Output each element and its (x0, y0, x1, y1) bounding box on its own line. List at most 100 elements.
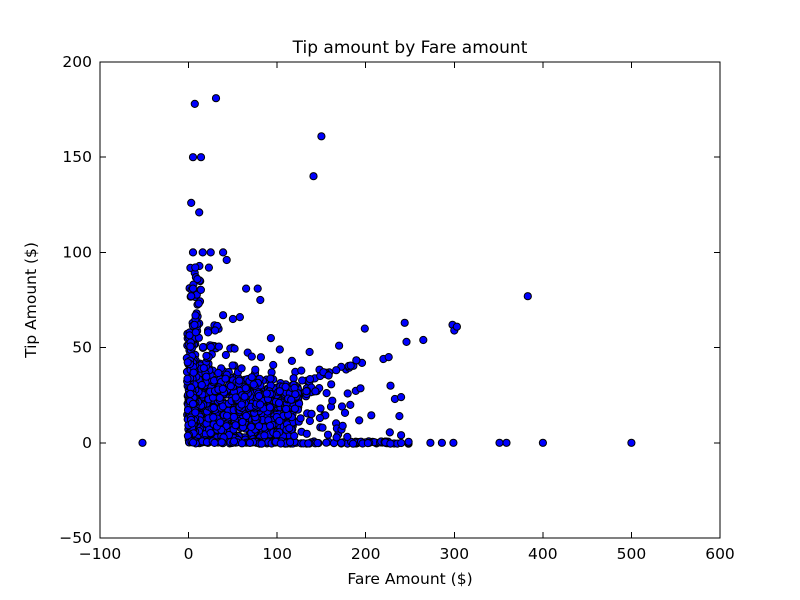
data-point (237, 439, 247, 448)
plot-border (99, 61, 721, 539)
data-point (190, 99, 199, 109)
data-point (275, 387, 284, 396)
data-point (219, 311, 228, 320)
data-point (291, 390, 300, 399)
data-point (495, 438, 504, 447)
data-point (302, 429, 311, 438)
data-point (316, 404, 325, 413)
data-point (219, 248, 228, 257)
data-point (352, 356, 361, 365)
data-point (276, 439, 285, 448)
data-point (228, 314, 237, 324)
y-tick-label: 100 (62, 243, 92, 261)
data-point (449, 438, 458, 447)
data-point (229, 437, 239, 446)
data-point (138, 438, 147, 447)
data-point (187, 419, 196, 428)
data-point (237, 400, 246, 409)
data-point (265, 403, 274, 412)
data-point (216, 418, 225, 427)
data-point (523, 292, 532, 301)
data-point (346, 361, 355, 370)
data-point (206, 429, 215, 438)
data-point (191, 311, 200, 320)
data-point (251, 365, 260, 374)
chart-title: Tip amount by Fare amount (292, 38, 528, 58)
data-point (313, 438, 322, 448)
data-point (191, 408, 200, 417)
data-point (282, 404, 291, 414)
y-tick-label: −50 (59, 529, 92, 547)
data-point (356, 384, 365, 393)
data-point (452, 322, 461, 331)
x-tick-label: 500 (617, 545, 647, 563)
data-point (191, 263, 200, 272)
data-point (245, 438, 254, 447)
data-point (196, 153, 206, 162)
data-point (324, 371, 333, 380)
data-point (231, 421, 240, 430)
data-point (221, 350, 230, 360)
data-point (242, 411, 251, 420)
data-point (502, 438, 511, 447)
data-point (386, 381, 395, 390)
data-point (217, 438, 226, 447)
data-point (231, 393, 240, 402)
data-point (214, 342, 223, 351)
data-point (627, 438, 636, 447)
data-point (235, 313, 244, 322)
data-point (262, 389, 271, 398)
x-tick-label: 0 (184, 545, 194, 563)
data-point (215, 393, 224, 402)
data-point (309, 172, 318, 181)
data-point (343, 432, 352, 441)
data-point (218, 384, 227, 393)
data-point (256, 353, 265, 362)
data-point (367, 411, 376, 420)
data-point (241, 384, 250, 393)
data-point (322, 389, 331, 398)
data-point (385, 428, 394, 437)
data-point (346, 400, 355, 409)
data-point (247, 352, 256, 361)
data-point (360, 324, 369, 333)
x-tick-label: 400 (528, 545, 558, 563)
data-point (206, 342, 215, 352)
data-point (266, 374, 275, 383)
data-point (286, 438, 295, 447)
data-point (202, 351, 211, 360)
data-point (229, 412, 238, 422)
data-point (190, 320, 199, 329)
data-point (419, 335, 428, 345)
data-point (397, 438, 406, 448)
data-point (269, 360, 278, 370)
data-point (275, 416, 284, 426)
data-point (230, 344, 239, 353)
data-point (305, 375, 315, 384)
data-point (332, 366, 341, 375)
data-point (191, 328, 200, 337)
scatter-points (138, 94, 636, 448)
plot-frame (99, 61, 721, 539)
data-point (210, 438, 219, 447)
data-point (194, 299, 203, 308)
data-point (397, 393, 406, 402)
data-point (188, 153, 198, 162)
x-tick-label: −100 (79, 545, 122, 563)
data-point (256, 295, 265, 305)
data-point (266, 421, 275, 430)
data-point (226, 382, 235, 391)
data-point (296, 414, 305, 423)
data-point (186, 342, 195, 351)
data-point (317, 132, 326, 141)
data-point (209, 413, 218, 422)
data-point (384, 353, 393, 362)
data-point (437, 438, 446, 447)
data-point (386, 439, 395, 448)
data-point (363, 439, 372, 448)
data-point (209, 403, 218, 412)
data-point (266, 334, 275, 343)
data-point (275, 345, 284, 354)
y-tick-label: 200 (62, 53, 92, 71)
